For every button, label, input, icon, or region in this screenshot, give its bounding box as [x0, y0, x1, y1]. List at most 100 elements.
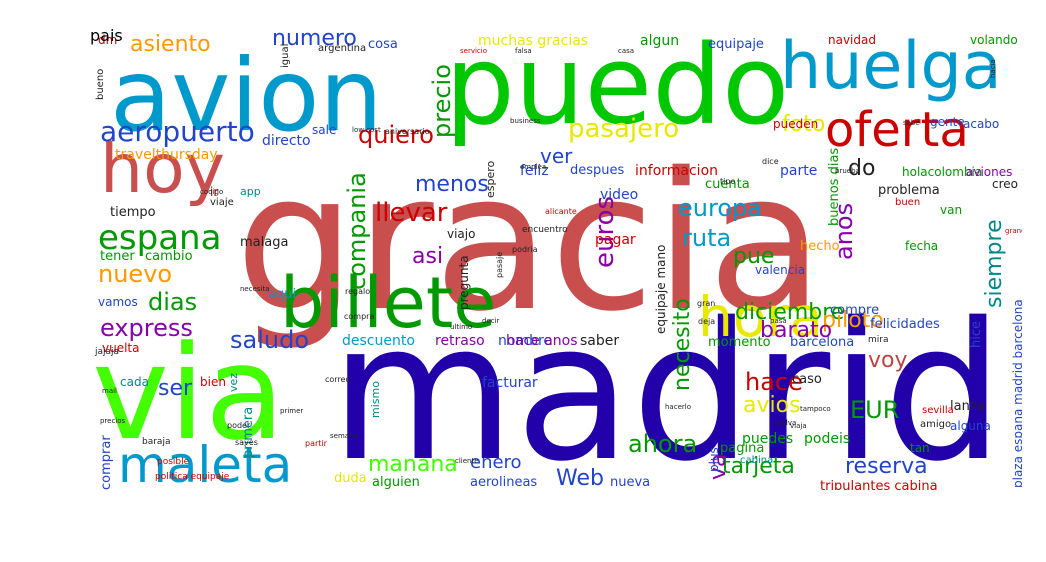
word-quiero: quiero — [358, 121, 434, 149]
word-pais: pais — [90, 28, 123, 45]
word-avios: avios — [743, 393, 801, 418]
word-diciembre: diciembre — [735, 300, 845, 325]
word-compania: compania — [343, 172, 371, 290]
word-low-cost: low cost — [352, 126, 381, 134]
word-mail: mail — [102, 387, 117, 395]
word-cambio: cambio — [145, 249, 193, 264]
word-gente: gente — [930, 115, 965, 129]
word-hace: hace — [745, 368, 803, 396]
word-madrid: madrid — [330, 282, 1004, 490]
word-numero: numero — [272, 28, 357, 51]
word-ver: ver — [540, 144, 573, 168]
word-algun: algun — [640, 33, 680, 49]
word-vuelva: vuelva — [773, 419, 797, 427]
word-creo: creo — [992, 177, 1018, 191]
word-business: business — [510, 117, 541, 125]
word-buen: buen — [895, 197, 921, 208]
word-precio: precio — [428, 64, 456, 138]
word-cosa: cosa — [368, 37, 398, 52]
word-necesita: necesita — [240, 285, 270, 293]
word-menos: menos — [415, 172, 489, 197]
word-descuento: descuento — [342, 333, 415, 349]
word-vuelta: vuelta — [102, 341, 140, 355]
word-cliente: cliente — [455, 457, 479, 465]
word-alicante: alicante — [545, 207, 577, 216]
word-compra: compra — [344, 312, 375, 321]
word-dice: dice — [762, 157, 779, 166]
word-tener: tener — [100, 249, 135, 264]
word-vez: vez — [227, 372, 240, 392]
word-web: Web — [556, 466, 604, 490]
word-poder: poder — [227, 421, 251, 430]
word-foto: foto — [782, 112, 826, 137]
word-ahora: ahora — [628, 430, 698, 458]
word-igual: igual — [280, 43, 291, 68]
word-ser: ser — [158, 376, 193, 401]
word-baraja: baraja — [142, 437, 171, 447]
word-partir: partir — [305, 439, 327, 448]
word-sabe: sabe — [903, 119, 920, 127]
word-encuentro: encuentro — [522, 225, 568, 235]
word-pregunta: pregunta — [457, 255, 471, 310]
word-podria: podria — [512, 245, 538, 254]
word-aeropuerto: aeropuerto — [100, 115, 255, 148]
word-facturar: facturar — [482, 375, 538, 391]
word-prueba: prueba — [835, 167, 860, 175]
word-espana: espana — [98, 218, 222, 258]
word-falsa: falsa — [515, 47, 532, 55]
word-puedo: puedo — [445, 28, 790, 149]
word-huelga: huelga — [780, 29, 1002, 104]
word-nombre: nombre — [498, 333, 553, 349]
word-equipaje-mano: equipaje mano — [654, 244, 668, 334]
word-tarjeta: tarjeta — [722, 454, 795, 479]
word-asi: asi — [412, 244, 444, 269]
word-nueva: nueva — [610, 475, 651, 490]
word-barato: barato — [760, 318, 833, 343]
word-oferta: oferta — [825, 102, 969, 158]
word-mismo: mismo — [369, 381, 382, 418]
word-mira: mira — [868, 335, 889, 345]
word-alguna: alguna — [950, 419, 991, 433]
word-comprar: comprar — [99, 435, 114, 490]
word-lanza: lanza — [950, 399, 985, 414]
word-servicio: servicio — [460, 47, 487, 55]
word-tipo: tipo — [720, 177, 736, 186]
word-hacerlo: hacerlo — [665, 403, 691, 411]
word-sale: sale — [312, 123, 337, 137]
word-avion: avion — [110, 37, 383, 154]
word-llevar: llevar — [375, 198, 448, 228]
word-asiento: asiento — [130, 32, 211, 57]
word-vamos: vamos — [98, 295, 138, 309]
word-eur: EUR — [850, 396, 900, 424]
word-pagar: pagar — [595, 232, 636, 248]
word-directo: directo — [262, 133, 311, 149]
word-necesito: necesito — [670, 298, 695, 391]
word-politica-equipaje: politica equipaje — [155, 472, 230, 482]
word-siempre: siempre — [982, 219, 1007, 308]
word-pasajero: pasajero — [568, 114, 680, 144]
word-europa: europa — [678, 194, 762, 222]
word-caso: caso — [792, 372, 822, 387]
word-pueden: pueden — [773, 117, 819, 131]
word-muchas-gracias: muchas gracias — [478, 33, 589, 49]
word-saves: saves — [235, 438, 258, 447]
word-saber: saber — [580, 333, 620, 349]
word-gran: gran — [697, 299, 716, 308]
word-hacia: hacia — [989, 59, 997, 78]
word-despues: despues — [570, 163, 625, 178]
word-alguien: alguien — [372, 475, 420, 490]
word-volando: volando — [970, 33, 1018, 47]
word-manana: manana — [368, 452, 458, 477]
word-cuenta: cuenta — [705, 177, 750, 192]
word-equipaje: equipaje — [708, 37, 764, 52]
word-precios: precios — [100, 417, 126, 425]
word-aqui: aqui — [268, 287, 297, 302]
word-nuevo: nuevo — [98, 260, 173, 288]
word-hoy: hoy — [100, 130, 225, 209]
word-dias: dias — [148, 288, 198, 316]
word-duda: duda — [334, 471, 367, 486]
word-piloto: piloto — [822, 308, 884, 333]
word-deja: deja — [698, 317, 716, 326]
word-emplea: emplea — [520, 163, 547, 171]
word-hice: hice — [969, 321, 984, 348]
